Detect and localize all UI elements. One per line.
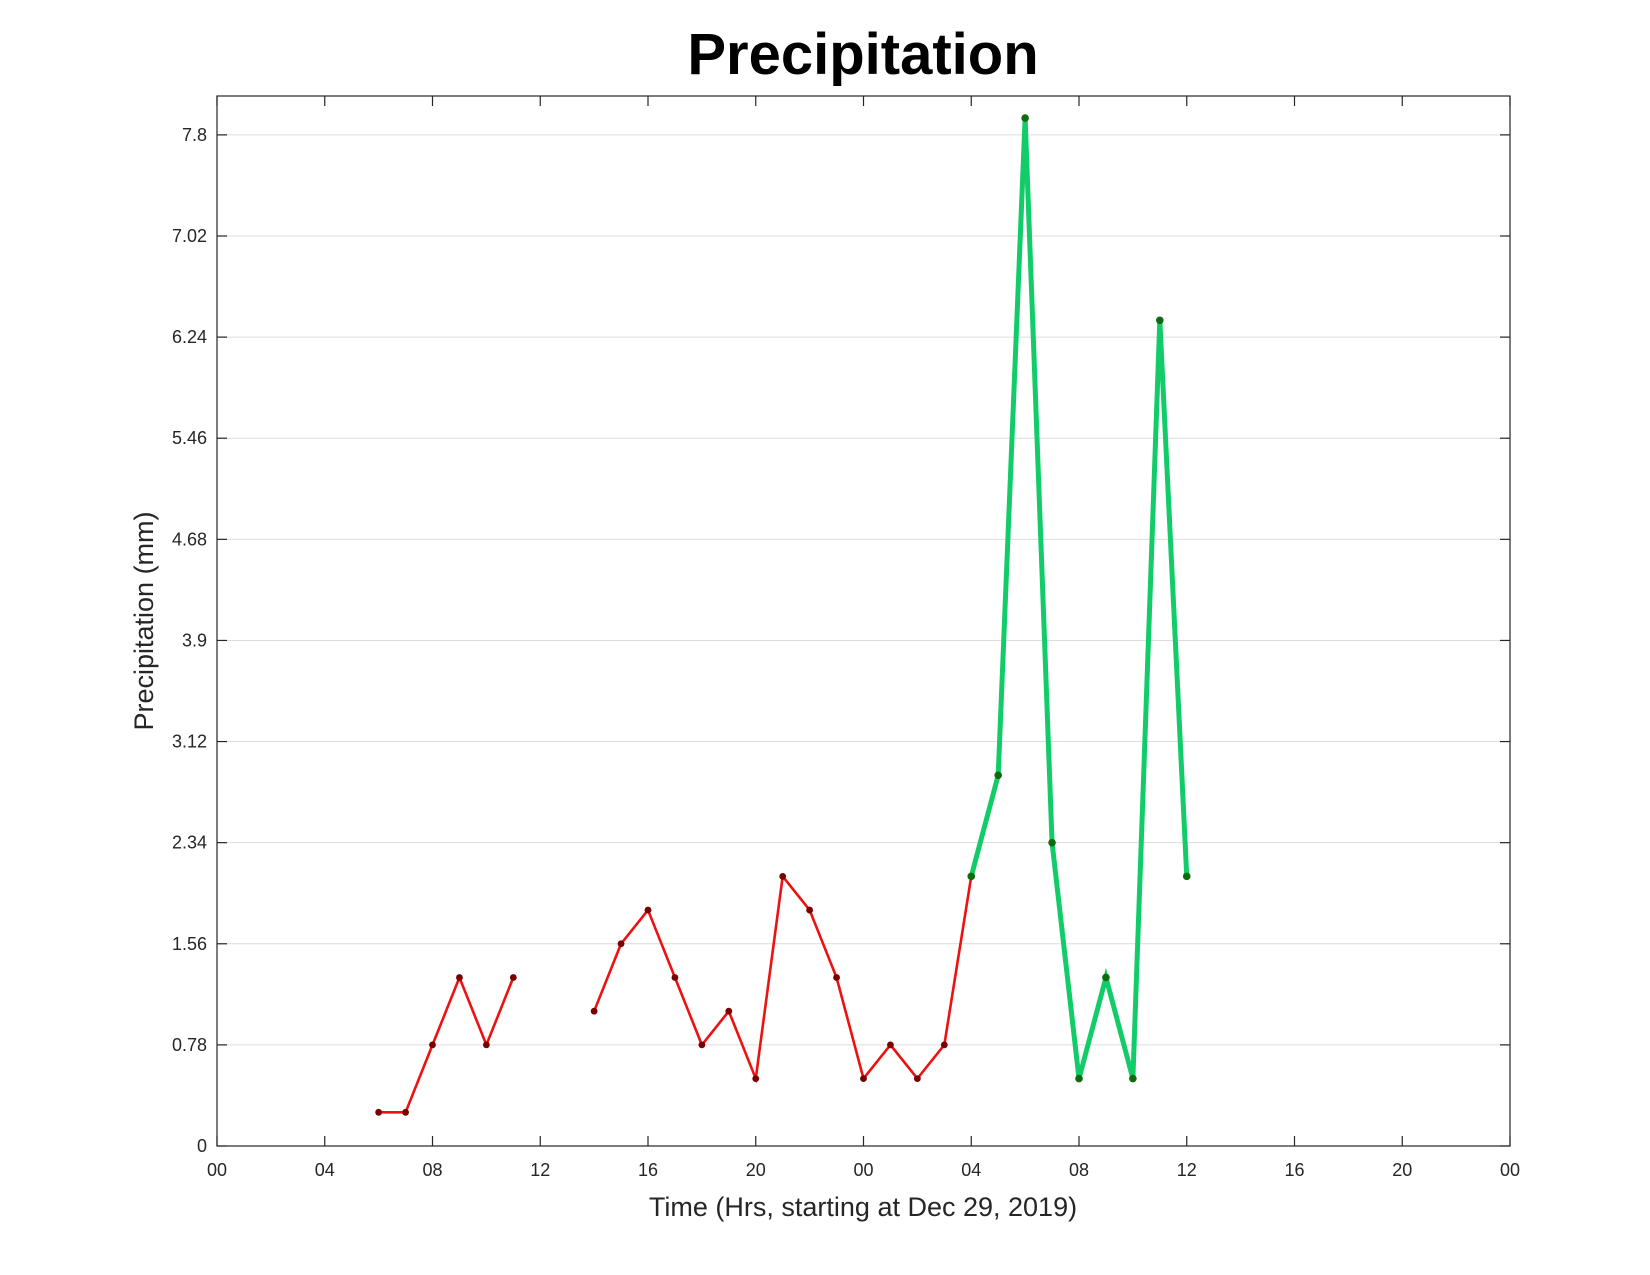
y-tick-label: 4.68: [172, 529, 207, 549]
y-tick-labels: 0 0.78 1.56 2.34 3.12 3.9 4.68 5.46 6.24 7.02 7.8: [172, 125, 207, 1156]
series-2-point: [994, 771, 1002, 780]
series-2-point: [1182, 872, 1191, 881]
series-1-point: [644, 906, 652, 914]
y-tick-label: 2.34: [172, 833, 207, 853]
series-2-point: [1156, 316, 1164, 325]
series-1-point: [887, 1041, 894, 1049]
series-1-point: [779, 872, 787, 880]
series-1-point: [671, 974, 679, 981]
x-tick-label: 16: [638, 1160, 658, 1180]
y-tick-label: 5.46: [172, 428, 207, 448]
series-1-line: [378, 973, 515, 1114]
y-tick-label: 6.24: [172, 327, 207, 347]
chart-title: Precipitation: [687, 22, 1038, 87]
series-2-point: [1129, 1074, 1137, 1083]
series-2-point: [1021, 114, 1029, 122]
series-1-point: [752, 1075, 760, 1082]
x-tick-label: 08: [1069, 1160, 1089, 1180]
series-1-point: [509, 974, 517, 981]
series-1-point: [456, 974, 463, 981]
x-tick-label: 00: [853, 1160, 873, 1180]
x-axis-label: Time (Hrs, starting at Dec 29, 2019): [649, 1192, 1077, 1222]
x-tick-label: 12: [1177, 1160, 1197, 1180]
series-1-point: [913, 1075, 921, 1082]
x-tick-labels: 00 04 08 12 16 20 00 04 08 12 16 20 00: [207, 1160, 1520, 1180]
x-tick-label: 04: [961, 1160, 981, 1180]
y-tick-label: 3.9: [182, 630, 207, 650]
y-tick-label: 7.8: [182, 125, 207, 145]
y-tick-label: 3.12: [172, 732, 207, 752]
x-tick-label: 12: [530, 1160, 550, 1180]
series-1-point: [940, 1041, 948, 1049]
series-1-point: [725, 1007, 733, 1015]
series-1-point: [429, 1041, 436, 1049]
x-tick-label: 20: [746, 1160, 766, 1180]
series-1-point: [617, 940, 625, 948]
series-1-point: [375, 1108, 383, 1116]
series-1-point: [833, 974, 840, 981]
series-2-point: [967, 872, 976, 881]
x-tick-label: 04: [315, 1160, 335, 1180]
series-2-point: [1102, 973, 1110, 982]
plot-frame: [216, 95, 1511, 1147]
series-2-point: [1048, 838, 1056, 847]
x-tick-label: 20: [1392, 1160, 1412, 1180]
series-1-point: [590, 1007, 598, 1015]
x-tick-label: 08: [422, 1160, 442, 1180]
y-tick-label: 0: [197, 1136, 207, 1156]
series-1-point: [806, 906, 814, 914]
y-axis-label: Precipitation (mm): [129, 511, 159, 730]
series-1-point: [698, 1041, 706, 1049]
y-tick-label: 0.78: [172, 1035, 207, 1055]
x-tick-label: 16: [1284, 1160, 1304, 1180]
series-1-point: [482, 1041, 490, 1049]
y-tick-label: 1.56: [172, 934, 207, 954]
series-2-point: [1075, 1074, 1083, 1083]
grid-lines: [217, 134, 1510, 1046]
series-1-point: [402, 1108, 409, 1116]
data-series: [375, 114, 1191, 1116]
x-tick-label: 00: [207, 1160, 227, 1180]
x-tick-label: 00: [1500, 1160, 1520, 1180]
plot-area: [217, 96, 1510, 1146]
series-1-point: [860, 1075, 867, 1082]
y-tick-label: 7.02: [172, 226, 207, 246]
